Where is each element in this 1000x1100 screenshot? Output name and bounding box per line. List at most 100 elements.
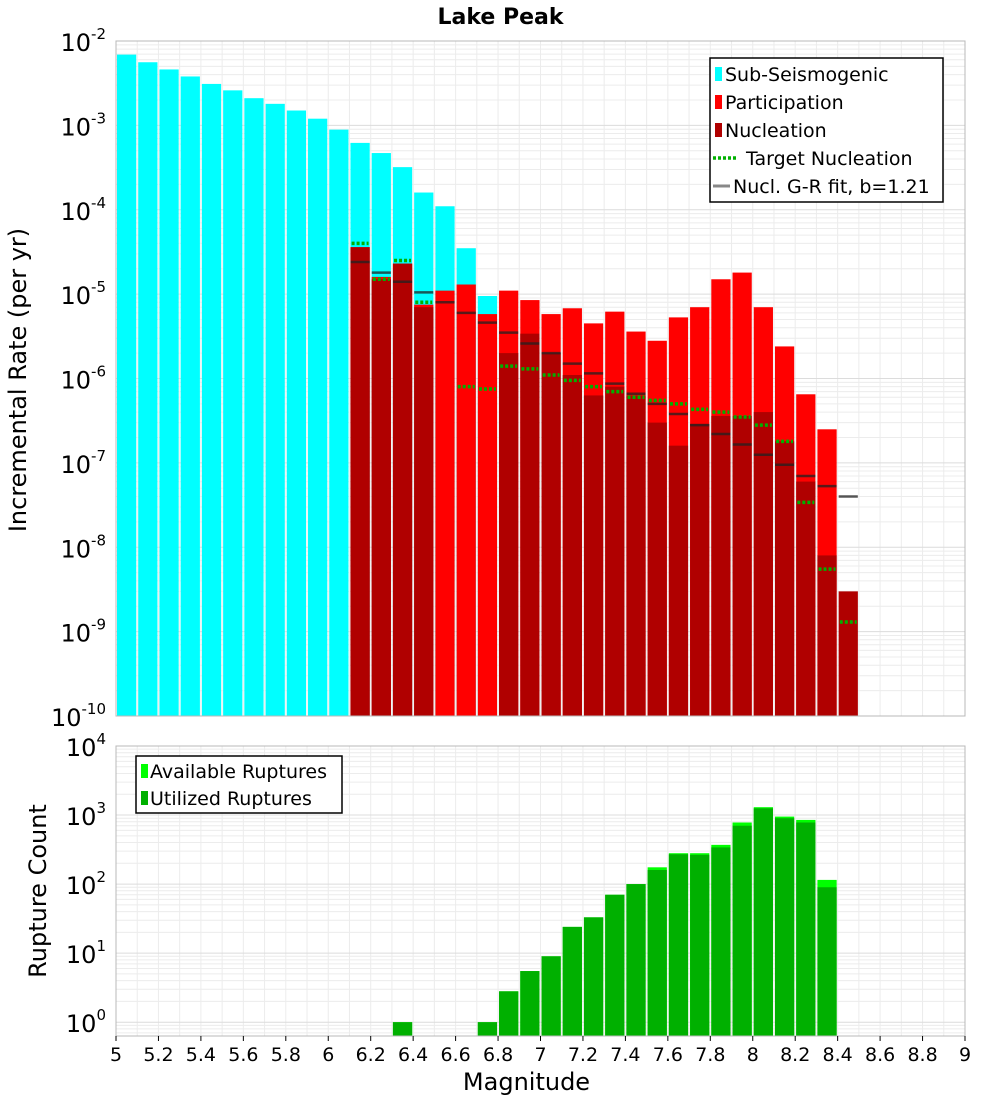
- nucleation-bar: [647, 422, 667, 716]
- utilized-ruptures-bar: [817, 887, 837, 1036]
- x-tick-label: 8.8: [907, 1044, 937, 1066]
- top-legend-label: Participation: [725, 92, 844, 114]
- target-nucleation-marks: [351, 241, 857, 624]
- participation-bar: [456, 284, 476, 716]
- top-legend-box: [709, 57, 944, 203]
- nucleation-bar: [796, 481, 816, 716]
- bottom-y-tick-label: 104: [66, 730, 106, 762]
- nucleation-bar: [541, 353, 561, 716]
- utilized-ruptures-bar: [774, 818, 795, 1036]
- nucleation-bar: [711, 415, 731, 716]
- x-tick-label: 7.8: [695, 1044, 725, 1066]
- nucleation-bar: [774, 441, 795, 716]
- x-tick-label: 8.6: [865, 1044, 895, 1066]
- utilized-ruptures-bar: [520, 971, 540, 1036]
- utilized-ruptures-bar: [732, 825, 752, 1036]
- top-legend-swatch: [715, 95, 722, 109]
- top-y-tick-label: 10-10: [51, 700, 106, 732]
- x-tick-label: 5.8: [271, 1044, 301, 1066]
- top-legend-label: Target Nucleation: [745, 148, 913, 170]
- bottom-y-axis-label: Rupture Count: [24, 804, 52, 978]
- utilized-ruptures-bar: [647, 870, 667, 1036]
- sub-seismogenic-bar: [286, 110, 307, 716]
- nucleation-bar: [371, 279, 391, 716]
- nucleation-bar: [350, 247, 370, 716]
- nucleation-bar: [690, 423, 710, 716]
- top-legend-label: Nucl. G-R fit, b=1.21: [733, 176, 930, 198]
- nucleation-bar: [414, 307, 434, 716]
- bottom-y-tick-label: 101: [66, 937, 106, 969]
- utilized-ruptures-bar: [499, 991, 519, 1036]
- chart-title: Lake Peak: [437, 5, 564, 30]
- x-tick-label: 8.4: [823, 1044, 853, 1066]
- x-tick-label: 7.2: [568, 1044, 598, 1066]
- top-legend-swatch: [715, 123, 722, 137]
- utilized-ruptures-bar: [541, 956, 561, 1036]
- nucleation-bars: [350, 247, 858, 716]
- top-legend: Sub-Seismogenic Participation Nucleation Ta…: [709, 57, 944, 203]
- nucleation-bar: [668, 445, 689, 716]
- bottom-legend-swatch: [141, 764, 148, 778]
- x-tick-label: 6: [322, 1044, 334, 1066]
- bottom-legend-swatch: [141, 791, 148, 805]
- gr-fit-marks: [350, 260, 858, 498]
- participation-bar: [435, 290, 455, 716]
- top-y-tick-label: 10-5: [60, 278, 106, 310]
- nucleation-bar: [392, 263, 413, 716]
- x-tick-label: 6.2: [356, 1044, 386, 1066]
- utilized-ruptures-bar: [392, 1022, 413, 1036]
- x-tick-label: 8: [747, 1044, 759, 1066]
- top-y-tick-label: 10-6: [60, 363, 106, 395]
- top-y-tick-label: 10-8: [60, 531, 106, 563]
- nucleation-bar: [499, 353, 519, 716]
- sub-seismogenic-bar: [223, 90, 243, 716]
- sub-seismogenic-bar: [159, 69, 179, 716]
- x-tick-label: 8.2: [780, 1044, 810, 1066]
- x-tick-label: 6.8: [483, 1044, 513, 1066]
- top-y-tick-label: 10-3: [60, 109, 106, 141]
- bottom-legend: Available Ruptures Utilized Ruptures: [135, 755, 343, 814]
- nucleation-bar: [753, 412, 773, 716]
- sub-seismogenic-bar: [201, 83, 222, 716]
- sub-seismogenic-bar: [265, 103, 285, 717]
- top-y-tick-label: 10-7: [60, 447, 106, 479]
- utilized-ruptures-bar: [796, 822, 816, 1036]
- nucleation-bar: [520, 333, 540, 716]
- utilized-ruptures-bar: [626, 884, 646, 1036]
- x-tick-label: 6.4: [398, 1044, 428, 1066]
- sub-seismogenic-bar: [244, 98, 264, 716]
- bottom-y-tick-label: 103: [66, 799, 106, 831]
- nucleation-bar: [817, 555, 837, 716]
- top-legend-label: Sub-Seismogenic: [725, 64, 889, 86]
- utilized-ruptures-bar: [690, 854, 710, 1036]
- utilized-ruptures-bar: [605, 894, 625, 1036]
- top-plot-frame: [115, 40, 966, 717]
- top-legend-label: Nucleation: [725, 120, 827, 142]
- sub-seismogenic-bar: [117, 54, 137, 716]
- bottom-y-tick-label: 102: [66, 868, 106, 900]
- x-tick-label: 7.4: [610, 1044, 640, 1066]
- nucleation-bar: [838, 591, 858, 716]
- x-axis-ticks: 5 5.2 5.4 5.6 5.8 6 6.2 6.4 6.6 6.8 7 7.2 7.4 7.6 7.8 8…: [110, 1036, 971, 1066]
- nucleation-bar: [605, 386, 625, 716]
- utilized-ruptures-bar: [668, 854, 689, 1036]
- nucleation-bar: [732, 415, 752, 716]
- top-y-tick-label: 10-9: [60, 616, 106, 648]
- top-y-axis-label: Incremental Rate (per yr): [4, 228, 32, 532]
- x-axis-label: Magnitude: [463, 1068, 590, 1096]
- x-tick-label: 9: [959, 1044, 971, 1066]
- utilized-ruptures-bars: [392, 808, 837, 1036]
- top-y-tick-label: 10-4: [60, 194, 106, 226]
- x-tick-label: 5: [110, 1044, 122, 1066]
- sub-seismogenic-bar: [329, 129, 349, 717]
- x-tick-label: 5.4: [186, 1044, 216, 1066]
- x-tick-label: 6.6: [440, 1044, 470, 1066]
- sub-seismogenic-bar: [308, 118, 328, 716]
- top-y-tick-label: 10-2: [60, 25, 106, 57]
- x-tick-label: 5.2: [143, 1044, 173, 1066]
- x-tick-label: 5.6: [228, 1044, 258, 1066]
- nucleation-bar: [562, 375, 582, 716]
- participation-bar: [477, 314, 498, 716]
- nucleation-bar: [626, 395, 646, 716]
